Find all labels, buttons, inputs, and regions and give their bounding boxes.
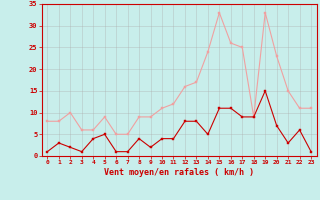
X-axis label: Vent moyen/en rafales ( km/h ): Vent moyen/en rafales ( km/h ) [104, 168, 254, 177]
